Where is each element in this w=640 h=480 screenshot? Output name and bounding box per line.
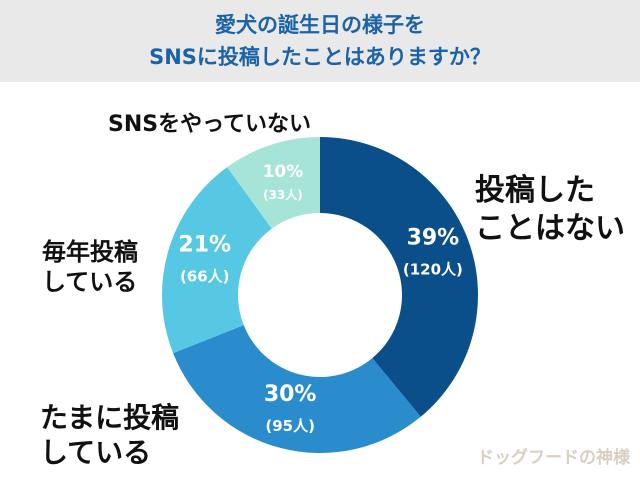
count-label: (95人) [265,417,315,435]
value-label: 21% [178,233,231,258]
count-label: (66人) [180,268,230,286]
category-label: 毎年投稿 している [42,238,138,296]
title-band [0,0,640,82]
category-label: SNSをやっていない [108,112,312,137]
category-label: たまに投稿 している [40,401,180,469]
count-label: (33人) [263,187,303,202]
donut-slice [162,167,272,354]
donut-slice [227,137,320,229]
chart-title: 愛犬の誕生日の様子を SNSに投稿したことはありますか？ [149,13,491,69]
donut-slice [173,325,421,453]
category-label: 投稿した ことはない [475,173,625,246]
value-label: 30% [264,382,317,407]
watermark: ドッグフードの神様 [477,448,630,468]
value-label: 10% [263,162,304,182]
donut-slice [320,137,479,417]
count-label: (120人) [403,260,463,278]
value-label: 39% [407,225,460,250]
